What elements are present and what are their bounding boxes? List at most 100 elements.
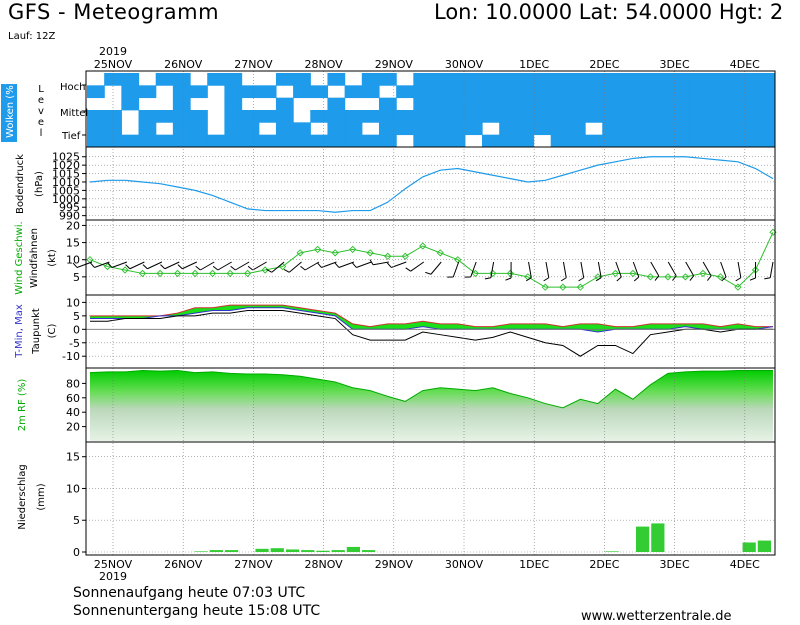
cloud-cell	[430, 85, 449, 99]
cloud-cell	[121, 73, 140, 86]
cloud-cell	[447, 97, 466, 111]
cloud-cell	[585, 134, 603, 148]
cloud-cell	[705, 97, 724, 111]
wind-tick-label: 5	[73, 271, 80, 284]
wind-speed-marker	[471, 269, 479, 278]
pressure-panel-unit: (hPa)	[34, 171, 45, 197]
wind-barb	[129, 261, 145, 270]
cloud-cell	[275, 97, 294, 111]
website-link[interactable]: www.wetterzentrale.de	[581, 609, 732, 624]
pressure-tick-label: 990	[59, 210, 80, 223]
cloud-cell	[705, 122, 724, 136]
wind-barb-flag	[352, 262, 357, 268]
cloud-axis-letter: L	[38, 84, 44, 95]
cloud-cell	[516, 85, 535, 99]
wind-panel-subtitle: Windfahnen	[29, 228, 40, 288]
cloud-cell	[224, 122, 243, 136]
cloud-cell	[361, 73, 380, 86]
cloud-cell	[602, 97, 621, 111]
wind-speed-marker	[576, 283, 584, 291]
day-label-top-6: 1DEC	[519, 58, 549, 71]
cloud-cell	[121, 134, 140, 148]
temp-panel-unit: (C)	[47, 324, 58, 339]
cloud-cell	[224, 134, 243, 148]
wind-barb-flag	[689, 275, 695, 281]
cloud-cell	[756, 85, 775, 99]
day-label-bottom-4: 29NOV	[375, 558, 414, 571]
day-label-top-4: 29NOV	[375, 58, 414, 71]
wind-barb-flag	[230, 265, 236, 271]
day-label-top-0: 25NOV	[94, 58, 133, 71]
day-label-bottom-8: 3DEC	[660, 558, 690, 571]
cloud-cell	[138, 122, 157, 136]
pressure-tick-label: 995	[59, 201, 80, 214]
temp-tick-label: 10	[66, 296, 80, 309]
cloud-cell	[602, 134, 621, 148]
wind-tick-label: 20	[66, 219, 80, 232]
cloud-cell	[670, 122, 689, 136]
cloud-cell	[361, 110, 380, 123]
wind-barb-flag	[125, 264, 131, 270]
cloud-level-high: Hoch	[60, 82, 85, 93]
precip-tick-label: 0	[73, 546, 80, 559]
cloud-axis-letter: v	[38, 106, 44, 117]
cloud-cell	[241, 85, 260, 99]
cloud-cell	[87, 110, 105, 123]
cloud-cell	[670, 97, 689, 111]
cloud-cell	[550, 85, 569, 99]
wind-barb-flag	[266, 268, 273, 273]
day-label-top-3: 28NOV	[304, 58, 343, 71]
cloud-cell	[688, 85, 706, 99]
cloud-cell	[378, 122, 397, 136]
wind-barb	[288, 261, 302, 273]
cloud-cell	[396, 85, 414, 99]
panel-bg-pressure	[86, 147, 775, 220]
day-label-top-9: 4DEC	[730, 58, 760, 71]
sunrise-text: Sonnenaufgang heute 07:03 UTC	[73, 585, 306, 601]
cloud-cell	[722, 85, 741, 99]
pressure-tick-label: 1020	[52, 159, 80, 172]
cloud-cell	[653, 85, 672, 99]
cloud-cell	[224, 110, 243, 123]
tmax-line	[90, 304, 773, 328]
precip-bar	[194, 551, 208, 552]
cloud-cell	[756, 122, 775, 136]
wind-barb-flag	[505, 277, 512, 281]
cloud-cell	[327, 110, 346, 123]
wind-speed-marker	[646, 273, 655, 281]
wind-barb-flag	[721, 276, 727, 282]
cloud-cell	[722, 97, 741, 111]
cloud-cell	[482, 110, 500, 123]
cloud-title-background	[1, 84, 17, 142]
cloud-cell	[602, 122, 621, 136]
wind-speed-marker	[208, 269, 217, 278]
day-label-top-5: 30NOV	[445, 58, 484, 71]
cloud-cell	[155, 110, 174, 123]
cloud-cell	[293, 73, 311, 86]
wind-barb	[490, 261, 495, 278]
wind-speed-marker	[401, 252, 409, 260]
wind-barb	[111, 261, 128, 268]
panel-bg-precip	[86, 442, 775, 555]
wind-barb-flag	[195, 265, 201, 271]
precip-panel-unit: (mm)	[36, 483, 47, 510]
pressure-tick-label: 1005	[52, 184, 80, 197]
cloud-cell	[430, 73, 449, 86]
cloud-cell	[653, 122, 672, 136]
wind-speed-marker	[436, 249, 444, 257]
cloud-cell	[87, 122, 105, 136]
cloud-cell	[190, 122, 208, 136]
cloud-cell	[670, 85, 689, 99]
temp-tick-label: 5	[73, 310, 80, 323]
cloud-cell	[155, 134, 174, 148]
wind-barb	[702, 261, 712, 277]
precip-panel-title: Niederschlag	[17, 464, 28, 529]
cloud-cell	[653, 134, 672, 148]
cloud-cell	[172, 134, 191, 148]
cloud-cell	[585, 110, 603, 123]
cloud-cell	[688, 134, 706, 148]
precip-bar	[331, 550, 345, 552]
cloud-cell	[413, 134, 432, 148]
cloud-cell	[705, 85, 724, 99]
panel-bg-temperature	[86, 295, 775, 368]
